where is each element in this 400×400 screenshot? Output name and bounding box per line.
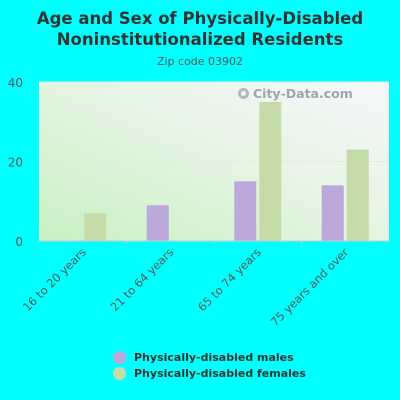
bars-group — [39, 101, 389, 244]
y-tick-label: 40 — [8, 76, 23, 90]
legend-swatch-females — [113, 366, 126, 380]
legend-item-males: Physically-disabled males — [113, 349, 306, 365]
bar-females — [259, 101, 282, 241]
bar-females — [346, 149, 369, 241]
x-tick-label: 75 years and over — [268, 245, 352, 329]
legend-label-males: Physically-disabled males — [134, 350, 294, 364]
x-tick-label: 16 to 20 years — [20, 245, 89, 314]
bar-males — [321, 185, 344, 241]
bar-males — [146, 205, 169, 241]
watermark: City-Data.com — [238, 86, 353, 101]
x-tick-label: 65 to 74 years — [195, 245, 264, 314]
y-axis: 0 20 40 — [8, 76, 23, 249]
search-icon — [238, 88, 249, 99]
x-tick-label: 21 to 64 years — [107, 245, 176, 314]
title-line-2: Noninstitutionalized Residents — [56, 30, 344, 49]
bar-females — [84, 213, 107, 241]
watermark-text: City-Data.com — [253, 86, 353, 101]
chart-subtitle: Zip code 03902 — [156, 55, 244, 68]
legend: Physically-disabled males Physically-dis… — [113, 349, 306, 381]
chart-title: Age and Sex of Physically-Disabled Nonin… — [0, 8, 400, 50]
bar-males — [234, 181, 257, 241]
gridlines — [39, 81, 389, 162]
y-tick-label: 20 — [8, 156, 23, 170]
legend-swatch-males — [113, 350, 126, 364]
y-tick-label: 0 — [15, 235, 23, 249]
legend-label-females: Physically-disabled females — [134, 366, 306, 380]
x-axis: 16 to 20 years 21 to 64 years 65 to 74 yea… — [20, 245, 352, 329]
legend-item-females: Physically-disabled females — [113, 365, 306, 381]
title-line-1: Age and Sex of Physically-Disabled — [36, 9, 364, 28]
